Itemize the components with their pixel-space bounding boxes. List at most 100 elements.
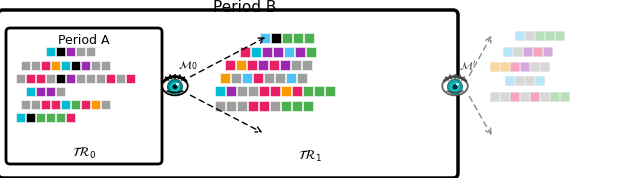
Bar [525, 30, 534, 40]
Bar [295, 47, 305, 57]
Ellipse shape [450, 82, 460, 92]
Bar [76, 74, 85, 82]
Bar [560, 91, 569, 101]
Bar [535, 75, 544, 85]
Bar [281, 86, 291, 96]
Text: Period A: Period A [58, 33, 109, 46]
Bar [543, 46, 552, 56]
Bar [81, 100, 90, 109]
Bar [66, 74, 75, 82]
Bar [66, 112, 75, 122]
Bar [303, 86, 313, 96]
Bar [513, 46, 522, 56]
Bar [26, 87, 35, 96]
Ellipse shape [170, 82, 180, 92]
Bar [314, 86, 324, 96]
Bar [231, 73, 241, 83]
Text: $\mathcal{M}_0$: $\mathcal{M}_0$ [178, 60, 198, 72]
Bar [515, 30, 524, 40]
Bar [510, 91, 519, 101]
Ellipse shape [442, 77, 468, 95]
Bar [46, 46, 55, 56]
Bar [16, 74, 25, 82]
Bar [535, 30, 544, 40]
Bar [490, 91, 499, 101]
Bar [31, 61, 40, 69]
Bar [21, 61, 30, 69]
Bar [302, 60, 312, 70]
Bar [533, 46, 542, 56]
Bar [56, 46, 65, 56]
Bar [91, 61, 100, 69]
Bar [530, 62, 539, 70]
Bar [281, 101, 291, 111]
Bar [215, 86, 225, 96]
Bar [523, 46, 532, 56]
Bar [292, 86, 302, 96]
Ellipse shape [456, 83, 460, 86]
Bar [46, 112, 55, 122]
Bar [545, 30, 554, 40]
Bar [291, 60, 301, 70]
Bar [61, 61, 70, 69]
Bar [101, 100, 110, 109]
Bar [56, 112, 65, 122]
Bar [271, 33, 281, 43]
Bar [264, 73, 274, 83]
Text: $\mathcal{M}'$: $\mathcal{M}'$ [459, 59, 476, 73]
Bar [41, 61, 50, 69]
Bar [530, 91, 539, 101]
Bar [260, 33, 270, 43]
Bar [259, 101, 269, 111]
Bar [36, 74, 45, 82]
Bar [46, 87, 55, 96]
Bar [81, 61, 90, 69]
Bar [304, 33, 314, 43]
Bar [16, 112, 25, 122]
Bar [273, 47, 283, 57]
Bar [51, 100, 60, 109]
Bar [247, 60, 257, 70]
Bar [36, 87, 45, 96]
Bar [270, 101, 280, 111]
Bar [51, 61, 60, 69]
Bar [555, 30, 564, 40]
Bar [116, 74, 125, 82]
Bar [96, 74, 105, 82]
Bar [258, 60, 268, 70]
Bar [226, 101, 236, 111]
Text: $\mathcal{TR}_1$: $\mathcal{TR}_1$ [298, 148, 322, 164]
Ellipse shape [172, 84, 178, 90]
Bar [21, 100, 30, 109]
Bar [510, 62, 519, 70]
Bar [240, 47, 250, 57]
Bar [286, 73, 296, 83]
Bar [270, 86, 280, 96]
Bar [503, 46, 512, 56]
Bar [61, 100, 70, 109]
Bar [540, 62, 549, 70]
Bar [26, 112, 35, 122]
Bar [220, 73, 230, 83]
Bar [237, 101, 247, 111]
Bar [91, 100, 100, 109]
Bar [86, 74, 95, 82]
Bar [41, 100, 50, 109]
Bar [269, 60, 279, 70]
Ellipse shape [163, 77, 188, 95]
Bar [36, 112, 45, 122]
Bar [540, 91, 549, 101]
Bar [282, 33, 292, 43]
Ellipse shape [176, 83, 179, 86]
Bar [86, 46, 95, 56]
Bar [490, 62, 499, 70]
Bar [262, 47, 272, 57]
Bar [66, 46, 75, 56]
Bar [292, 101, 302, 111]
Bar [251, 47, 261, 57]
Bar [280, 60, 290, 70]
Bar [76, 46, 85, 56]
Bar [56, 87, 65, 96]
Bar [56, 74, 65, 82]
Ellipse shape [452, 84, 458, 90]
